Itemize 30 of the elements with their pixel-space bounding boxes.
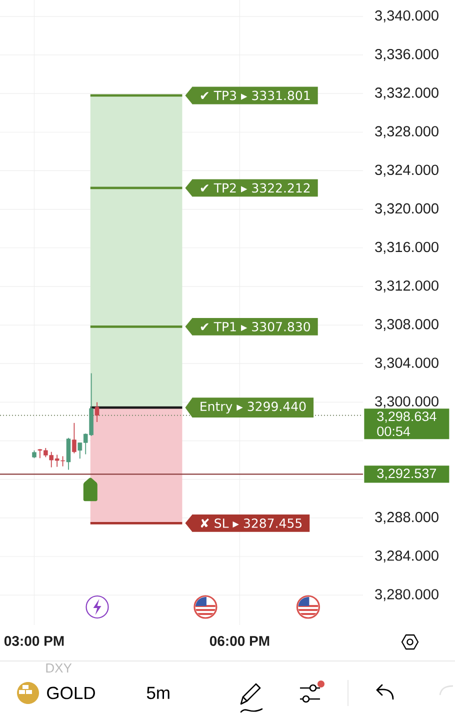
ref-line-label: 3,298.634 bbox=[377, 412, 436, 423]
text: 5m bbox=[146, 686, 170, 700]
ref-line-label: Entry ▸ 3299.440 bbox=[200, 402, 306, 414]
y-tick-label: 3,320.000 bbox=[375, 203, 438, 216]
ref-line-label: ✔ TP3 ▸ 3331.801 bbox=[200, 90, 310, 100]
y-tick-label: 3,328.000 bbox=[375, 126, 438, 138]
y-tick-label: 3,288.000 bbox=[375, 512, 438, 524]
ref-line-label: ✔ TP1 ▸ 3307.830 bbox=[200, 322, 310, 332]
y-tick-label: 3,340.000 bbox=[375, 10, 438, 22]
y-tick-label: 3,280.000 bbox=[375, 589, 438, 602]
ref-line-label: 3,292.537 bbox=[377, 468, 436, 480]
y-tick-label: 3,284.000 bbox=[375, 550, 438, 562]
y-tick-label: 3,312.000 bbox=[375, 280, 438, 292]
y-tick-label: 3,332.000 bbox=[375, 88, 438, 100]
y-tick-label: 3,308.000 bbox=[375, 319, 438, 332]
ref-line-label: ✘ SL ▸ 3287.455 bbox=[200, 518, 302, 528]
ref-line-label: ✔ TP2 ▸ 3322.212 bbox=[200, 183, 310, 193]
text: 00:54 bbox=[377, 426, 410, 436]
candlestick bbox=[94, 402, 100, 422]
candlestick bbox=[66, 437, 71, 470]
candlestick bbox=[72, 422, 76, 454]
y-tick-label: 3,304.000 bbox=[375, 358, 438, 370]
x-tick-label: 03:00 PM bbox=[4, 636, 64, 646]
x-tick-label: 06:00 PM bbox=[210, 636, 270, 646]
y-tick-label: 3,336.000 bbox=[375, 48, 438, 61]
y-tick-label: 3,300.000 bbox=[375, 396, 438, 408]
y-tick-label: 3,316.000 bbox=[375, 242, 438, 254]
text: GOLD bbox=[47, 686, 95, 700]
text: DXY bbox=[46, 664, 72, 672]
y-tick-label: 3,324.000 bbox=[375, 164, 438, 177]
